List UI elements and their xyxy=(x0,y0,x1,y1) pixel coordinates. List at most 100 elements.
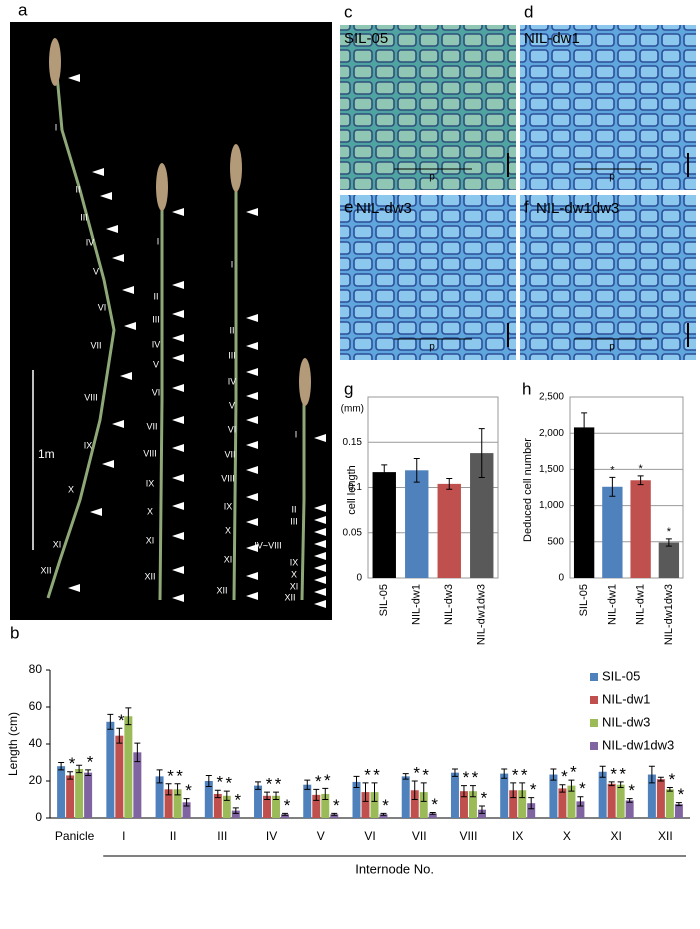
bar xyxy=(231,810,240,818)
bar xyxy=(468,791,477,818)
photo-background xyxy=(10,22,332,620)
error-bar xyxy=(58,762,65,771)
significance-mark: * xyxy=(481,788,488,807)
bar xyxy=(115,735,124,818)
panel-label: c xyxy=(344,2,353,21)
arrowhead xyxy=(246,572,258,580)
bar xyxy=(84,772,93,818)
micrograph-label: SIL-05 xyxy=(344,30,388,47)
internode-label: IX xyxy=(146,478,155,488)
significance-mark: * xyxy=(225,774,232,793)
y-tick-label: 500 xyxy=(547,536,564,547)
error-bar xyxy=(469,785,476,798)
significance-mark: * xyxy=(167,766,174,785)
x-tick-label: XII xyxy=(658,829,673,843)
x-tick-label: NIL-dw1 xyxy=(635,584,647,625)
arrowhead xyxy=(100,192,112,200)
internode-label: VI xyxy=(228,424,237,434)
y-tick-label: 1,000 xyxy=(539,500,564,511)
error-bar xyxy=(510,782,517,799)
error-bar xyxy=(282,812,289,816)
y-tick-label: 0.1 xyxy=(348,482,362,493)
legend-label: NIL-dw1dw3 xyxy=(602,737,674,752)
arrowhead xyxy=(68,584,80,592)
bar xyxy=(182,802,191,818)
significance-mark: * xyxy=(669,770,676,789)
arrowhead xyxy=(172,444,184,452)
significance-mark: * xyxy=(373,765,380,784)
y-tick-label: 0 xyxy=(356,573,362,584)
y-tick-label: 80 xyxy=(29,662,43,676)
internode-label: VII xyxy=(224,449,235,459)
arrowhead xyxy=(314,540,326,548)
error-bar xyxy=(413,458,420,483)
bar xyxy=(658,542,680,578)
bar xyxy=(410,790,419,818)
bar xyxy=(155,776,164,818)
stem xyxy=(158,200,164,601)
bar xyxy=(630,480,651,578)
bar xyxy=(361,792,370,818)
internode-label: X xyxy=(291,569,297,579)
error-bar xyxy=(460,785,467,798)
significance-mark: * xyxy=(364,765,371,784)
internode-label: III xyxy=(80,212,88,222)
bar xyxy=(330,814,339,818)
significance-mark: * xyxy=(561,767,568,786)
arrowhead xyxy=(172,566,184,574)
arrowhead xyxy=(246,441,258,449)
internode-label: IX xyxy=(290,557,299,567)
arrowhead xyxy=(102,460,114,468)
arrowhead xyxy=(172,310,184,318)
significance-mark: * xyxy=(266,775,273,794)
bar xyxy=(428,813,437,818)
error-bar xyxy=(331,812,338,816)
y-tick-label: 20 xyxy=(29,773,43,787)
bar xyxy=(281,814,290,818)
x-tick-label: NIL-dw1 xyxy=(411,584,423,625)
x-tick-label: II xyxy=(170,829,177,843)
micrograph-label: NIL-dw3 xyxy=(356,200,412,217)
internode-label: VI xyxy=(152,387,161,397)
unit-label: (mm) xyxy=(341,404,364,415)
micrograph xyxy=(340,195,516,360)
bar xyxy=(173,789,182,818)
arrowhead xyxy=(172,334,184,342)
x-tick-label: NIL-dw1 xyxy=(606,584,618,625)
x-tick-label: NIL-dw1dw3 xyxy=(663,584,675,645)
micrograph xyxy=(520,25,696,190)
error-bar xyxy=(107,713,114,730)
error-bar xyxy=(402,773,409,780)
bar xyxy=(500,773,509,818)
scale-line-label: p xyxy=(429,172,435,183)
error-bar xyxy=(581,412,588,443)
bar xyxy=(124,716,133,818)
error-bar xyxy=(528,797,535,810)
internode-label: VIII xyxy=(84,392,98,402)
scale-line-label: p xyxy=(609,342,615,353)
x-tick-label: III xyxy=(217,829,227,843)
significance-mark: * xyxy=(667,526,672,538)
significance-mark: * xyxy=(275,775,282,794)
panel-label: e xyxy=(344,197,353,216)
legend-swatch xyxy=(590,719,598,727)
panel-label: a xyxy=(18,0,28,19)
arrowhead xyxy=(172,474,184,482)
arrowhead xyxy=(246,518,258,526)
error-bar xyxy=(446,477,453,490)
x-tick-label: IV xyxy=(266,829,277,843)
internode-label: XII xyxy=(40,565,51,575)
significance-mark: * xyxy=(628,781,635,800)
internode-label: XI xyxy=(290,581,299,591)
x-tick-label: VII xyxy=(412,829,427,843)
plot-frame xyxy=(569,396,684,579)
panel-label: f xyxy=(524,197,529,216)
panel-label: d xyxy=(524,2,533,21)
panicle xyxy=(49,38,61,86)
legend-swatch xyxy=(590,742,598,750)
bar xyxy=(437,483,461,578)
arrowhead xyxy=(314,600,326,608)
error-bar xyxy=(577,796,584,807)
error-bar xyxy=(264,791,271,800)
bar xyxy=(106,721,115,818)
